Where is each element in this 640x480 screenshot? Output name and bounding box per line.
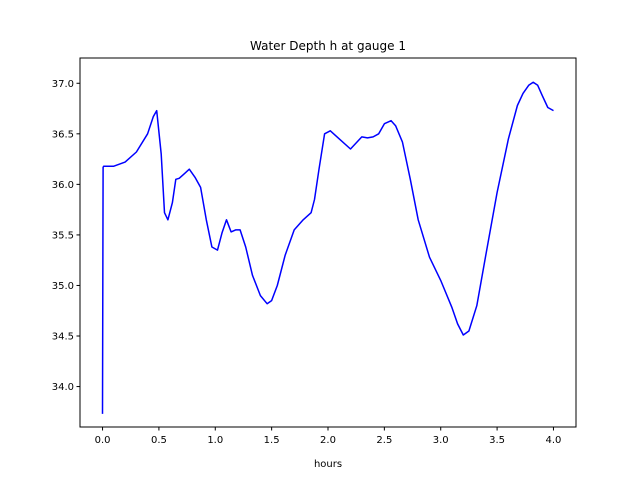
y-axis-ticks: 34.0 34.5 35.0 35.5 36.0 36.5 37.0 [52, 79, 80, 393]
y-tick-label: 35.5 [52, 230, 74, 241]
series-layer [101, 81, 554, 414]
y-tick-label: 36.0 [52, 180, 74, 191]
series-line [101, 81, 554, 414]
plot-area [80, 58, 576, 427]
y-tick-label: 34.5 [52, 332, 74, 343]
x-tick-label: 1.5 [264, 435, 280, 446]
x-axis-ticks: 0.0 0.5 1.0 1.5 2.0 2.5 3.0 3.5 4.0 [95, 427, 562, 446]
x-tick-label: 2.5 [376, 435, 392, 446]
x-tick-label: 0.0 [95, 435, 111, 446]
y-tick-label: 35.0 [52, 281, 74, 292]
x-axis-label: hours [314, 459, 342, 470]
x-tick-label: 3.0 [433, 435, 449, 446]
chart-title: Water Depth h at gauge 1 [250, 39, 406, 53]
y-tick-label: 34.0 [52, 382, 74, 393]
x-tick-label: 1.0 [207, 435, 223, 446]
x-tick-label: 3.5 [489, 435, 505, 446]
y-tick-label: 36.5 [52, 129, 74, 140]
x-tick-label: 4.0 [546, 435, 562, 446]
x-tick-label: 2.0 [320, 435, 336, 446]
y-tick-label: 37.0 [52, 79, 74, 90]
x-tick-label: 0.5 [151, 435, 167, 446]
